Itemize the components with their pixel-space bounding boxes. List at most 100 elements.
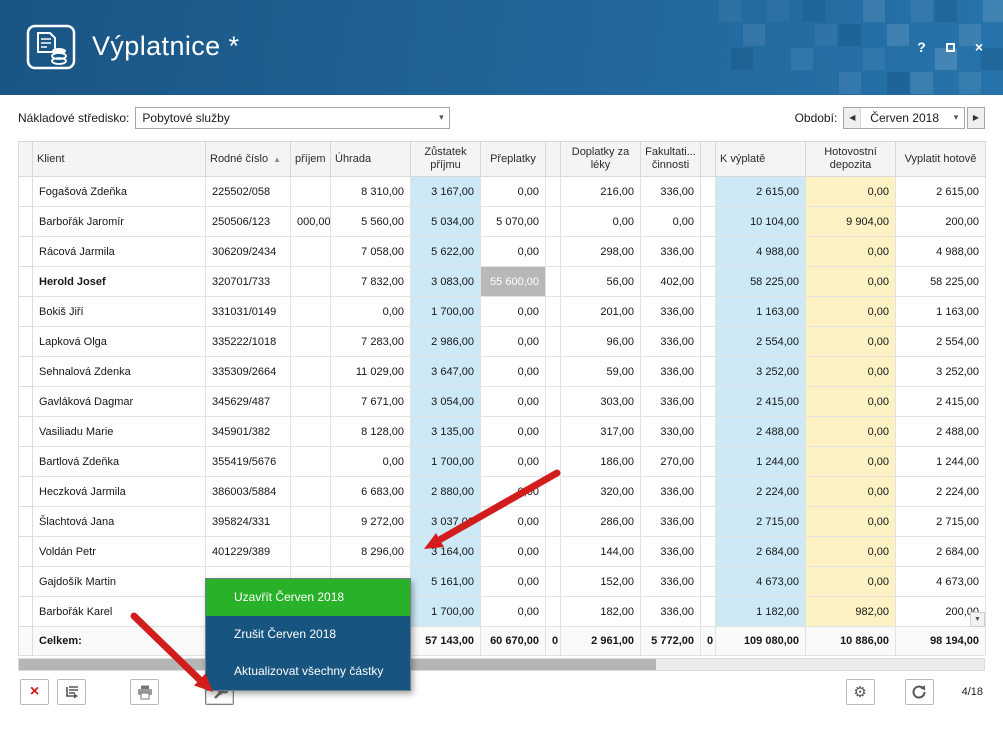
cell-zustatek-prijmu[interactable]: 3 037,00 (410, 506, 481, 537)
cell-uhrada[interactable]: 7 283,00 (330, 326, 411, 357)
cell-uhrada[interactable]: 7 671,00 (330, 386, 411, 417)
cell-hotovostni-depozita[interactable]: 0,00 (805, 506, 896, 537)
cell-klient[interactable]: Barbořák Karel (32, 596, 206, 627)
cell-rodne-cislo[interactable]: 225502/058 (205, 176, 291, 207)
column-header-doplatky-za-leky[interactable]: Doplatky za léky (560, 141, 641, 177)
cell-uhrada[interactable]: 0,00 (330, 446, 411, 477)
cell-preplatky[interactable]: 0,00 (480, 176, 546, 207)
cell-hotovostni-depozita[interactable]: 0,00 (805, 296, 896, 327)
cell-doplatky-za-leky[interactable]: 56,00 (560, 266, 641, 297)
spacer-cell[interactable] (700, 596, 716, 627)
spacer-cell[interactable] (545, 566, 561, 597)
table-row[interactable]: Herold Josef 320701/733 7 832,00 3 083,00 55… (18, 266, 986, 297)
cell-klient[interactable]: Šlachtová Jana (32, 506, 206, 537)
cell-hotovostni-depozita[interactable]: 0,00 (805, 566, 896, 597)
cell-klient[interactable]: Lapková Olga (32, 326, 206, 357)
column-header-fakultativni-cinnosti[interactable]: Fakultati... činnosti (640, 141, 701, 177)
column-header-klient[interactable]: Klient (32, 141, 206, 177)
cell-hotovostni-depozita[interactable]: 0,00 (805, 326, 896, 357)
spacer-cell[interactable] (545, 236, 561, 267)
row-selector[interactable] (18, 386, 33, 417)
cell-klient[interactable]: Gajdošík Martin (32, 566, 206, 597)
cell-rodne-cislo[interactable]: 250506/123 (205, 206, 291, 237)
cell-doplatky-za-leky[interactable]: 186,00 (560, 446, 641, 477)
spacer-cell[interactable] (700, 446, 716, 477)
cell-fakultativni-cinnosti[interactable]: 336,00 (640, 476, 701, 507)
cell-doplatky-za-leky[interactable]: 216,00 (560, 176, 641, 207)
spacer-cell[interactable] (700, 326, 716, 357)
cell-hotovostni-depozita[interactable]: 0,00 (805, 536, 896, 567)
cell-hotovostni-depozita[interactable]: 0,00 (805, 176, 896, 207)
cell-fakultativni-cinnosti[interactable]: 402,00 (640, 266, 701, 297)
horizontal-scrollbar[interactable] (18, 658, 985, 671)
cell-zustatek-prijmu[interactable]: 2 880,00 (410, 476, 481, 507)
cell-zustatek-prijmu[interactable]: 3 054,00 (410, 386, 481, 417)
cell-doplatky-za-leky[interactable]: 317,00 (560, 416, 641, 447)
table-row[interactable]: Barbořák Karel 1 700,00 0,00 182,00 336,00 1 … (18, 596, 986, 627)
spacer-cell[interactable] (545, 506, 561, 537)
close-button[interactable]: × (974, 39, 983, 55)
cell-doplatky-za-leky[interactable]: 96,00 (560, 326, 641, 357)
cell-fakultativni-cinnosti[interactable]: 336,00 (640, 356, 701, 387)
column-header-rodne-cislo[interactable]: Rodné číslo ▲ (205, 141, 291, 177)
table-row[interactable]: Gajdošík Martin 5 161,00 0,00 152,00 336,00 4… (18, 566, 986, 597)
cell-fakultativni-cinnosti[interactable]: 330,00 (640, 416, 701, 447)
menu-item[interactable]: Zrušit Červen 2018 (234, 627, 337, 641)
row-selector[interactable] (18, 476, 33, 507)
spacer-cell[interactable] (545, 356, 561, 387)
cell-k-vyplate[interactable]: 2 715,00 (715, 506, 806, 537)
row-selector[interactable] (18, 206, 33, 237)
spacer-cell[interactable] (545, 446, 561, 477)
cell-k-vyplate[interactable]: 2 224,00 (715, 476, 806, 507)
table-row[interactable]: Bokiš Jiří 331031/0149 0,00 1 700,00 0,00 201… (18, 296, 986, 327)
cell-k-vyplate[interactable]: 1 163,00 (715, 296, 806, 327)
row-selector[interactable] (18, 176, 33, 207)
table-row[interactable]: Rácová Jarmila 306209/2434 7 058,00 5 622,0… (18, 236, 986, 267)
row-selector[interactable] (18, 266, 33, 297)
table-row[interactable]: Bartlová Zdeňka 355419/5676 0,00 1 700,00 0,… (18, 446, 986, 477)
cell-zustatek-prijmu[interactable]: 3 135,00 (410, 416, 481, 447)
row-selector[interactable] (18, 446, 33, 477)
cell-fakultativni-cinnosti[interactable]: 336,00 (640, 566, 701, 597)
cell-preplatky[interactable]: 0,00 (480, 446, 546, 477)
period-prev-button[interactable]: ◀ (844, 107, 862, 128)
cell-uhrada[interactable]: 8 310,00 (330, 176, 411, 207)
cell-rodne-cislo[interactable]: 331031/0149 (205, 296, 291, 327)
cell-doplatky-za-leky[interactable]: 144,00 (560, 536, 641, 567)
cell-k-vyplate[interactable]: 58 225,00 (715, 266, 806, 297)
help-button[interactable]: ? (917, 39, 926, 55)
cell-klient[interactable]: Bartlová Zdeňka (32, 446, 206, 477)
cell-preplatky[interactable]: 5 070,00 (480, 206, 546, 237)
cell-hotovostni-depozita[interactable]: 0,00 (805, 446, 896, 477)
cell-hotovostni-depozita[interactable]: 0,00 (805, 356, 896, 387)
cell-doplatky-za-leky[interactable]: 201,00 (560, 296, 641, 327)
cell-fakultativni-cinnosti[interactable]: 336,00 (640, 506, 701, 537)
spacer-cell[interactable] (545, 266, 561, 297)
row-selector[interactable] (18, 416, 33, 447)
cell-k-vyplate[interactable]: 4 673,00 (715, 566, 806, 597)
cell-zustatek-prijmu[interactable]: 1 700,00 (410, 296, 481, 327)
cell-doplatky-za-leky[interactable]: 303,00 (560, 386, 641, 417)
cell-rodne-cislo[interactable]: 345629/487 (205, 386, 291, 417)
menu-item[interactable]: Aktualizovat všechny částky (234, 664, 384, 678)
cell-rodne-cislo[interactable]: 320701/733 (205, 266, 291, 297)
cell-fakultativni-cinnosti[interactable]: 336,00 (640, 386, 701, 417)
table-row[interactable]: Gavláková Dagmar 345629/487 7 671,00 3 054,… (18, 386, 986, 417)
cell-preplatky[interactable]: 0,00 (480, 296, 546, 327)
cell-preplatky[interactable]: 0,00 (480, 386, 546, 417)
spacer-cell[interactable] (700, 236, 716, 267)
spacer-cell[interactable] (700, 476, 716, 507)
row-selector[interactable] (18, 506, 33, 537)
cell-k-vyplate[interactable]: 2 684,00 (715, 536, 806, 567)
cell-rodne-cislo[interactable]: 335222/1018 (205, 326, 291, 357)
row-selector[interactable] (18, 356, 33, 387)
delete-button[interactable]: × (20, 679, 49, 705)
cell-k-vyplate[interactable]: 3 252,00 (715, 356, 806, 387)
cell-uhrada[interactable]: 7 832,00 (330, 266, 411, 297)
period-next-button[interactable]: ▶ (967, 106, 985, 129)
row-selector[interactable] (18, 536, 33, 567)
cell-rodne-cislo[interactable]: 386003/5884 (205, 476, 291, 507)
cell-zustatek-prijmu[interactable]: 3 083,00 (410, 266, 481, 297)
cell-doplatky-za-leky[interactable]: 320,00 (560, 476, 641, 507)
cell-prijem[interactable] (290, 476, 331, 507)
